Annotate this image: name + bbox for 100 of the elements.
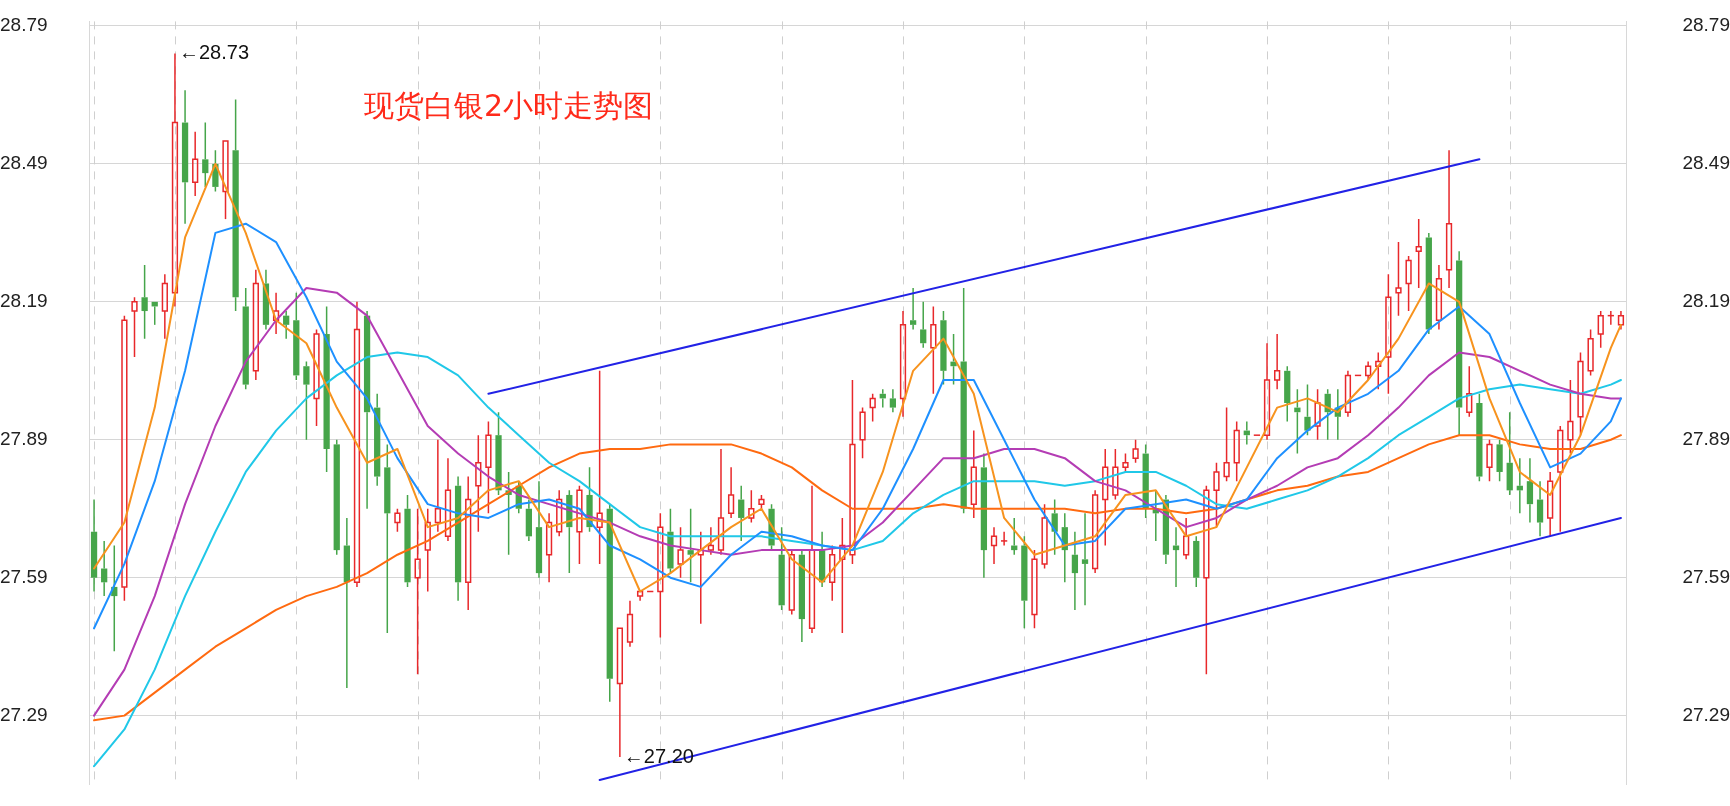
y-tick-label: 28.49 [0, 152, 48, 174]
candlestick [1547, 471, 1554, 538]
candlestick [1344, 370, 1352, 418]
candlestick [1597, 310, 1604, 349]
y2-tick-label: 27.29 [1682, 703, 1730, 725]
candlestick [798, 549, 806, 643]
candlestick [1263, 342, 1271, 441]
candlestick [970, 429, 977, 519]
candlestick [808, 485, 816, 634]
y2-tick-label: 27.59 [1682, 565, 1730, 587]
annotation: ←27.20 [623, 744, 694, 767]
candlestick [1223, 406, 1230, 482]
candlestick [1041, 503, 1048, 570]
candlestick [384, 443, 391, 634]
candlestick [222, 140, 229, 220]
candlestick [323, 305, 330, 473]
candlestick [1021, 535, 1028, 630]
candlestick [1193, 535, 1200, 588]
candlestick [121, 314, 128, 602]
candlestick [1536, 480, 1544, 538]
candlestick [202, 121, 209, 188]
candlestick [748, 489, 755, 524]
candlestick [303, 360, 310, 441]
candlestick [1112, 448, 1119, 501]
candlestick [434, 439, 441, 533]
candlestick [626, 599, 634, 648]
candlestick [131, 296, 138, 358]
candlestick [1233, 420, 1240, 482]
y2-tick-label: 27.89 [1682, 428, 1730, 450]
candlestick [606, 503, 613, 703]
candlestick [283, 310, 290, 340]
annotation: ←28.73 [178, 41, 250, 64]
candlestick [1102, 448, 1109, 547]
candlestick [192, 130, 199, 197]
candlestick [1274, 333, 1281, 390]
candlestick [556, 489, 563, 538]
candlestick [667, 508, 674, 574]
candlestick [738, 485, 745, 542]
candlestick [1071, 530, 1079, 611]
candlestick [232, 98, 239, 312]
candlestick [576, 485, 583, 565]
candlestick [1557, 425, 1564, 533]
candlestick [1284, 365, 1291, 423]
candlestick [849, 379, 856, 565]
candlestick [181, 89, 189, 225]
candlestick [1213, 462, 1220, 528]
candlestick [1445, 149, 1453, 289]
candlestick [839, 517, 846, 634]
candlestick [444, 457, 452, 542]
candlestick [1203, 485, 1210, 676]
candlestick [242, 287, 249, 390]
candlestick [535, 480, 543, 579]
candlestick [920, 301, 927, 349]
candlestick [1375, 351, 1382, 390]
candlestick [657, 512, 664, 639]
candlestick [1091, 489, 1099, 574]
candlestick [909, 287, 917, 331]
candlestick [859, 406, 866, 459]
candlestick [90, 498, 98, 593]
candlestick [940, 310, 947, 386]
candlestick [717, 448, 725, 556]
candlestick [899, 310, 907, 418]
candlestick [930, 305, 937, 395]
candlestick [353, 301, 361, 588]
candlestick [1415, 218, 1422, 289]
candlestick [889, 388, 897, 413]
candlestick [404, 494, 411, 588]
candlestick [778, 526, 785, 611]
y-tick-label: 27.29 [0, 703, 48, 725]
candlestick [677, 526, 684, 579]
candlestick [1304, 383, 1311, 436]
y2-tick-label: 28.79 [1682, 14, 1730, 36]
candlestick [697, 530, 704, 625]
candlestick [293, 291, 300, 381]
y-tick-label: 28.79 [0, 14, 48, 36]
candlestick [1435, 264, 1443, 331]
candlestick [1567, 379, 1574, 455]
candlestick [485, 420, 492, 515]
candlestick [1000, 530, 1009, 547]
candlestick [1081, 512, 1089, 607]
candlestick [475, 434, 482, 533]
candlestick [1425, 232, 1432, 335]
candlestick [1395, 241, 1402, 317]
candlestick [465, 475, 472, 611]
candlestick [252, 268, 259, 381]
candlestick [636, 590, 644, 602]
candlestick [525, 498, 532, 542]
candlestick [141, 264, 148, 340]
candlestick [1294, 388, 1301, 455]
candlestick [1486, 439, 1493, 482]
candlestick [1506, 411, 1513, 496]
candlestick [596, 370, 603, 565]
candlestick [707, 526, 715, 556]
candlestick [1031, 549, 1038, 630]
candlestick [1385, 273, 1392, 395]
candlestick [343, 517, 350, 689]
candlestick [161, 273, 168, 340]
candlestick [1466, 365, 1473, 418]
y2-tick-label: 28.19 [1682, 290, 1730, 312]
candlestick [727, 466, 735, 519]
